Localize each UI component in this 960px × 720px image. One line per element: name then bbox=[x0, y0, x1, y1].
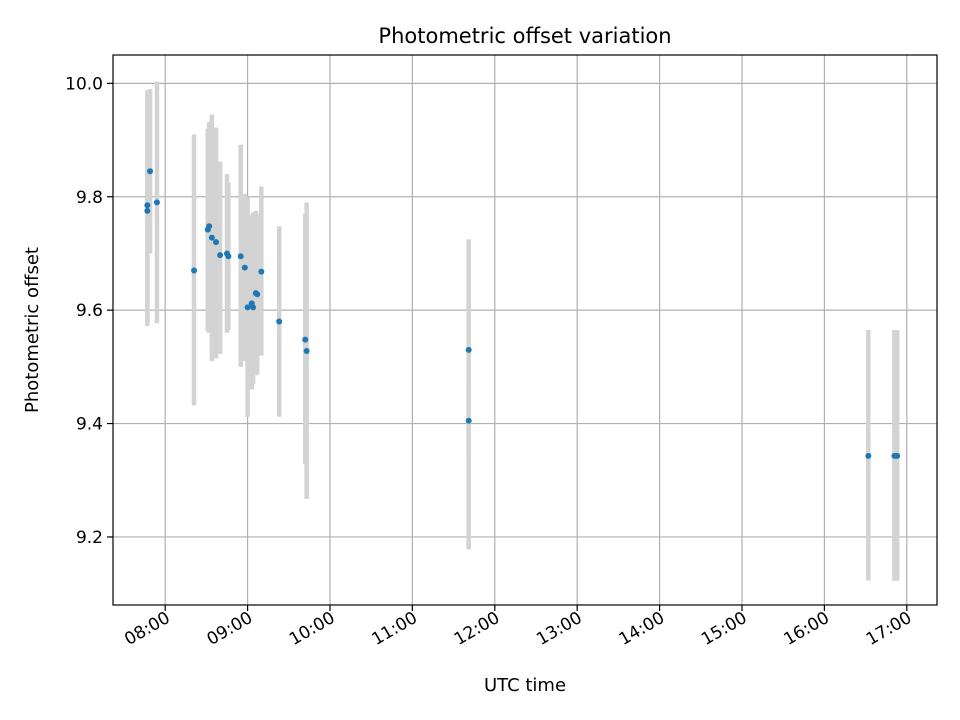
data-point bbox=[191, 267, 198, 274]
data-point bbox=[241, 264, 248, 271]
data-point bbox=[244, 304, 251, 311]
data-point bbox=[147, 168, 154, 175]
data-point bbox=[302, 336, 309, 343]
data-point bbox=[254, 291, 261, 298]
data-point bbox=[258, 268, 265, 275]
y-tick-label: 9.8 bbox=[76, 188, 103, 208]
data-point bbox=[144, 207, 151, 214]
data-point bbox=[465, 417, 472, 424]
grid bbox=[113, 55, 937, 605]
data-point bbox=[865, 452, 872, 459]
x-axis-title: UTC time bbox=[484, 675, 566, 696]
data-point bbox=[153, 199, 160, 206]
y-tick-label: 9.2 bbox=[76, 528, 103, 548]
data-point bbox=[250, 304, 257, 311]
y-tick-label: 9.4 bbox=[76, 415, 103, 435]
y-tick-label: 10.0 bbox=[65, 74, 103, 94]
data-point bbox=[225, 253, 232, 260]
data-points bbox=[144, 168, 901, 459]
data-point bbox=[894, 452, 901, 459]
chart-title: Photometric offset variation bbox=[378, 24, 671, 48]
data-point bbox=[217, 252, 224, 259]
data-point bbox=[206, 223, 213, 230]
data-point bbox=[276, 318, 283, 325]
y-axis-title: Photometric offset bbox=[22, 247, 43, 413]
y-axis: 9.2 9.4 9.6 9.8 10.0 bbox=[65, 74, 113, 548]
y-tick-label: 9.6 bbox=[76, 301, 103, 321]
data-point bbox=[208, 234, 215, 241]
data-point bbox=[465, 346, 472, 353]
data-point bbox=[213, 239, 219, 246]
plot-frame bbox=[112, 54, 938, 606]
data-point bbox=[144, 202, 151, 209]
data-point bbox=[237, 253, 244, 260]
data-point bbox=[303, 347, 310, 354]
